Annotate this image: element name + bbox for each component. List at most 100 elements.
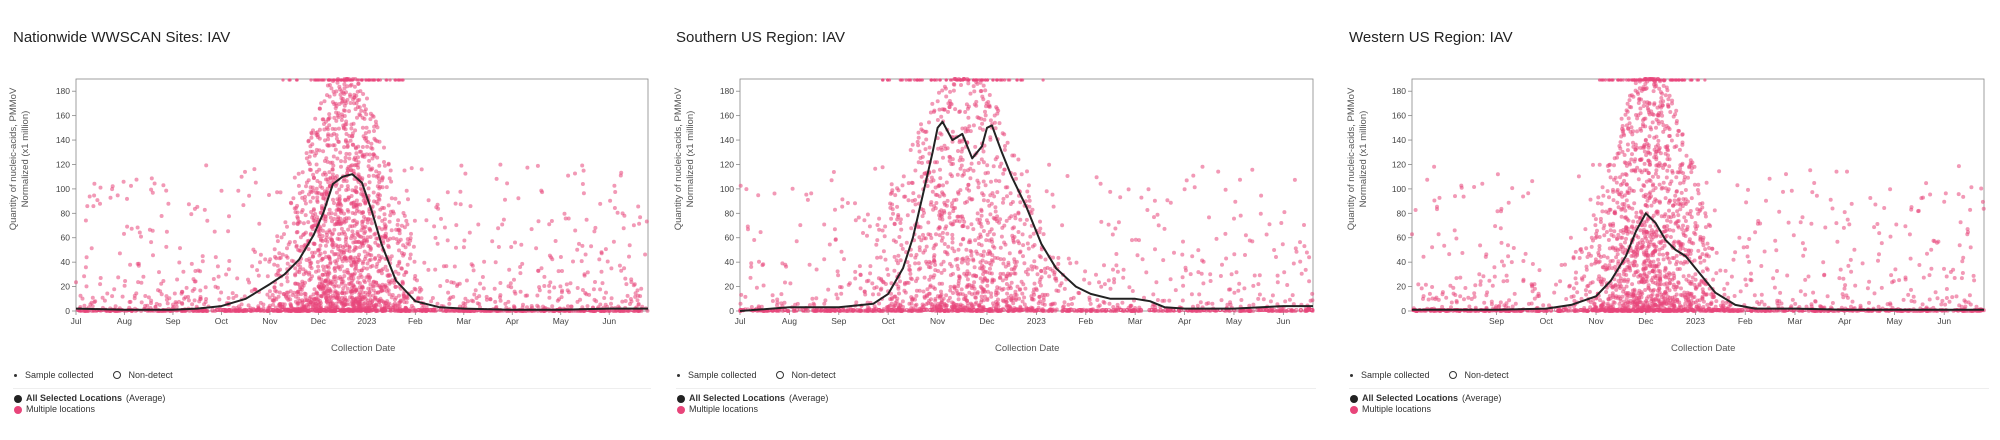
sample-point bbox=[498, 281, 503, 285]
sample-point bbox=[928, 261, 933, 266]
sample-point bbox=[1094, 272, 1098, 277]
sample-point bbox=[327, 123, 332, 128]
sample-point bbox=[931, 207, 936, 212]
sample-point bbox=[978, 221, 983, 226]
sample-point bbox=[376, 176, 381, 181]
sample-point bbox=[914, 279, 918, 284]
sample-point bbox=[946, 298, 951, 303]
sample-point bbox=[612, 183, 617, 188]
sample-point bbox=[356, 255, 360, 260]
sample-point bbox=[191, 277, 196, 282]
sample-point bbox=[938, 131, 943, 136]
sample-point bbox=[1008, 202, 1013, 206]
sample-point bbox=[519, 242, 524, 247]
sample-point bbox=[303, 292, 308, 296]
sample-point bbox=[941, 155, 945, 160]
sample-point bbox=[537, 288, 542, 293]
non-detect-point bbox=[361, 307, 366, 312]
sample-point bbox=[362, 103, 367, 108]
sample-point bbox=[139, 280, 144, 285]
sample-point bbox=[376, 269, 381, 274]
sample-point bbox=[405, 237, 410, 242]
non-detect-point bbox=[1020, 307, 1025, 312]
sample-point bbox=[377, 225, 381, 230]
sample-point bbox=[355, 115, 359, 120]
sample-point bbox=[267, 259, 272, 264]
sample-point bbox=[1113, 226, 1118, 231]
non-detect-point bbox=[343, 307, 348, 312]
sample-point bbox=[339, 96, 344, 101]
sample-point bbox=[452, 264, 457, 269]
sample-point bbox=[953, 206, 958, 210]
non-detect-point bbox=[365, 307, 370, 312]
y-tick-label: 80 bbox=[61, 208, 71, 218]
sample-point bbox=[748, 275, 753, 280]
sample-point bbox=[303, 194, 308, 199]
sample-point bbox=[998, 164, 1002, 169]
capped-point bbox=[281, 78, 285, 82]
sample-point bbox=[937, 225, 942, 230]
sample-point bbox=[324, 235, 329, 240]
sample-point bbox=[303, 230, 308, 235]
sample-point bbox=[1013, 216, 1018, 221]
sample-point bbox=[915, 139, 920, 144]
sample-point bbox=[498, 162, 503, 167]
sample-point bbox=[360, 145, 365, 149]
sample-point bbox=[308, 264, 313, 269]
sample-point bbox=[110, 187, 115, 192]
sample-point bbox=[343, 298, 348, 303]
sample-point bbox=[940, 190, 945, 195]
sample-point bbox=[1018, 217, 1023, 222]
sample-point bbox=[153, 304, 158, 309]
sample-point bbox=[401, 243, 406, 248]
y-tick-label: 100 bbox=[56, 184, 70, 194]
sample-point bbox=[117, 251, 122, 256]
non-detect-point bbox=[427, 307, 432, 312]
sample-point bbox=[890, 207, 895, 212]
sample-point bbox=[412, 286, 417, 291]
sample-point bbox=[338, 252, 343, 257]
capped-point bbox=[998, 78, 1002, 82]
sample-point bbox=[580, 163, 585, 168]
sample-point bbox=[367, 152, 372, 157]
sample-point bbox=[970, 292, 974, 297]
sample-point bbox=[1044, 189, 1049, 194]
sample-point bbox=[1268, 299, 1273, 304]
sample-point bbox=[1032, 281, 1037, 286]
sample-point bbox=[411, 244, 416, 249]
sample-point bbox=[900, 299, 905, 304]
sample-point bbox=[942, 268, 947, 273]
sample-point bbox=[167, 296, 172, 301]
sample-point bbox=[978, 276, 983, 281]
sample-point bbox=[894, 299, 899, 304]
sample-point bbox=[382, 303, 387, 308]
sample-point bbox=[978, 89, 983, 94]
sample-point bbox=[565, 288, 570, 293]
sample-point bbox=[371, 190, 376, 195]
sample-point bbox=[342, 217, 347, 222]
sample-point bbox=[1195, 303, 1200, 308]
sample-point bbox=[463, 171, 468, 176]
sample-point bbox=[342, 274, 347, 278]
sample-point bbox=[472, 292, 477, 297]
sample-point bbox=[361, 266, 366, 271]
sample-point bbox=[328, 236, 333, 241]
sample-point bbox=[882, 234, 887, 239]
sample-point bbox=[177, 260, 182, 265]
sample-point bbox=[334, 133, 339, 138]
sample-point bbox=[363, 254, 368, 259]
capped-point bbox=[959, 78, 963, 82]
sample-point bbox=[309, 135, 314, 140]
sample-point bbox=[636, 302, 641, 306]
sample-point bbox=[1287, 297, 1292, 302]
capped-point bbox=[1019, 78, 1023, 82]
sample-point bbox=[989, 291, 994, 296]
sample-point bbox=[956, 191, 961, 196]
sample-point bbox=[321, 223, 326, 228]
non-detect-point bbox=[214, 307, 219, 312]
sample-point bbox=[149, 301, 153, 306]
sample-point bbox=[481, 286, 486, 291]
sample-point bbox=[365, 235, 370, 240]
sample-point bbox=[946, 109, 950, 114]
sample-point bbox=[389, 196, 394, 201]
